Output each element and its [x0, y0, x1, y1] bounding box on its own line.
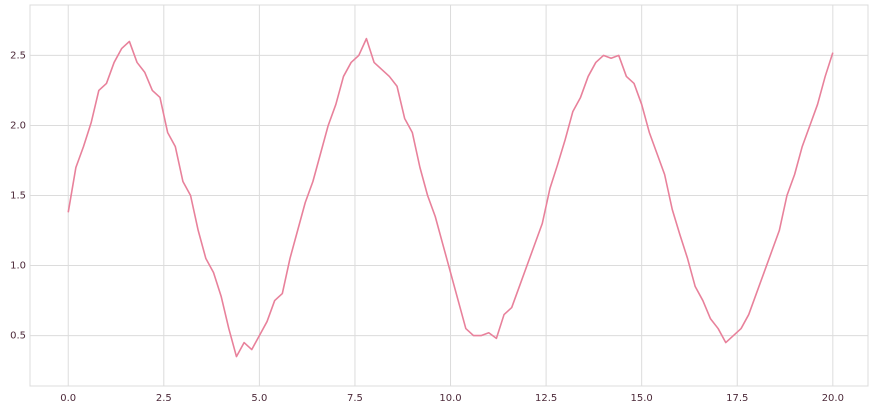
y-tick-label: 1.0 — [10, 261, 26, 272]
x-tick-label: 15.0 — [631, 393, 653, 404]
y-tick-label: 2.0 — [10, 120, 26, 131]
y-tick-label: 0.5 — [10, 331, 26, 342]
x-tick-label: 2.5 — [156, 393, 172, 404]
x-tick-label: 12.5 — [535, 393, 557, 404]
x-tick-label: 20.0 — [822, 393, 844, 404]
y-tick-label: 1.5 — [10, 191, 26, 202]
y-tick-label: 2.5 — [10, 50, 26, 61]
x-tick-label: 7.5 — [347, 393, 363, 404]
x-tick-label: 0.0 — [60, 393, 76, 404]
line — [67, 37, 834, 358]
x-tick-label: 10.0 — [439, 393, 461, 404]
x-tick-label: 5.0 — [251, 393, 267, 404]
x-tick-label: 17.5 — [726, 393, 748, 404]
